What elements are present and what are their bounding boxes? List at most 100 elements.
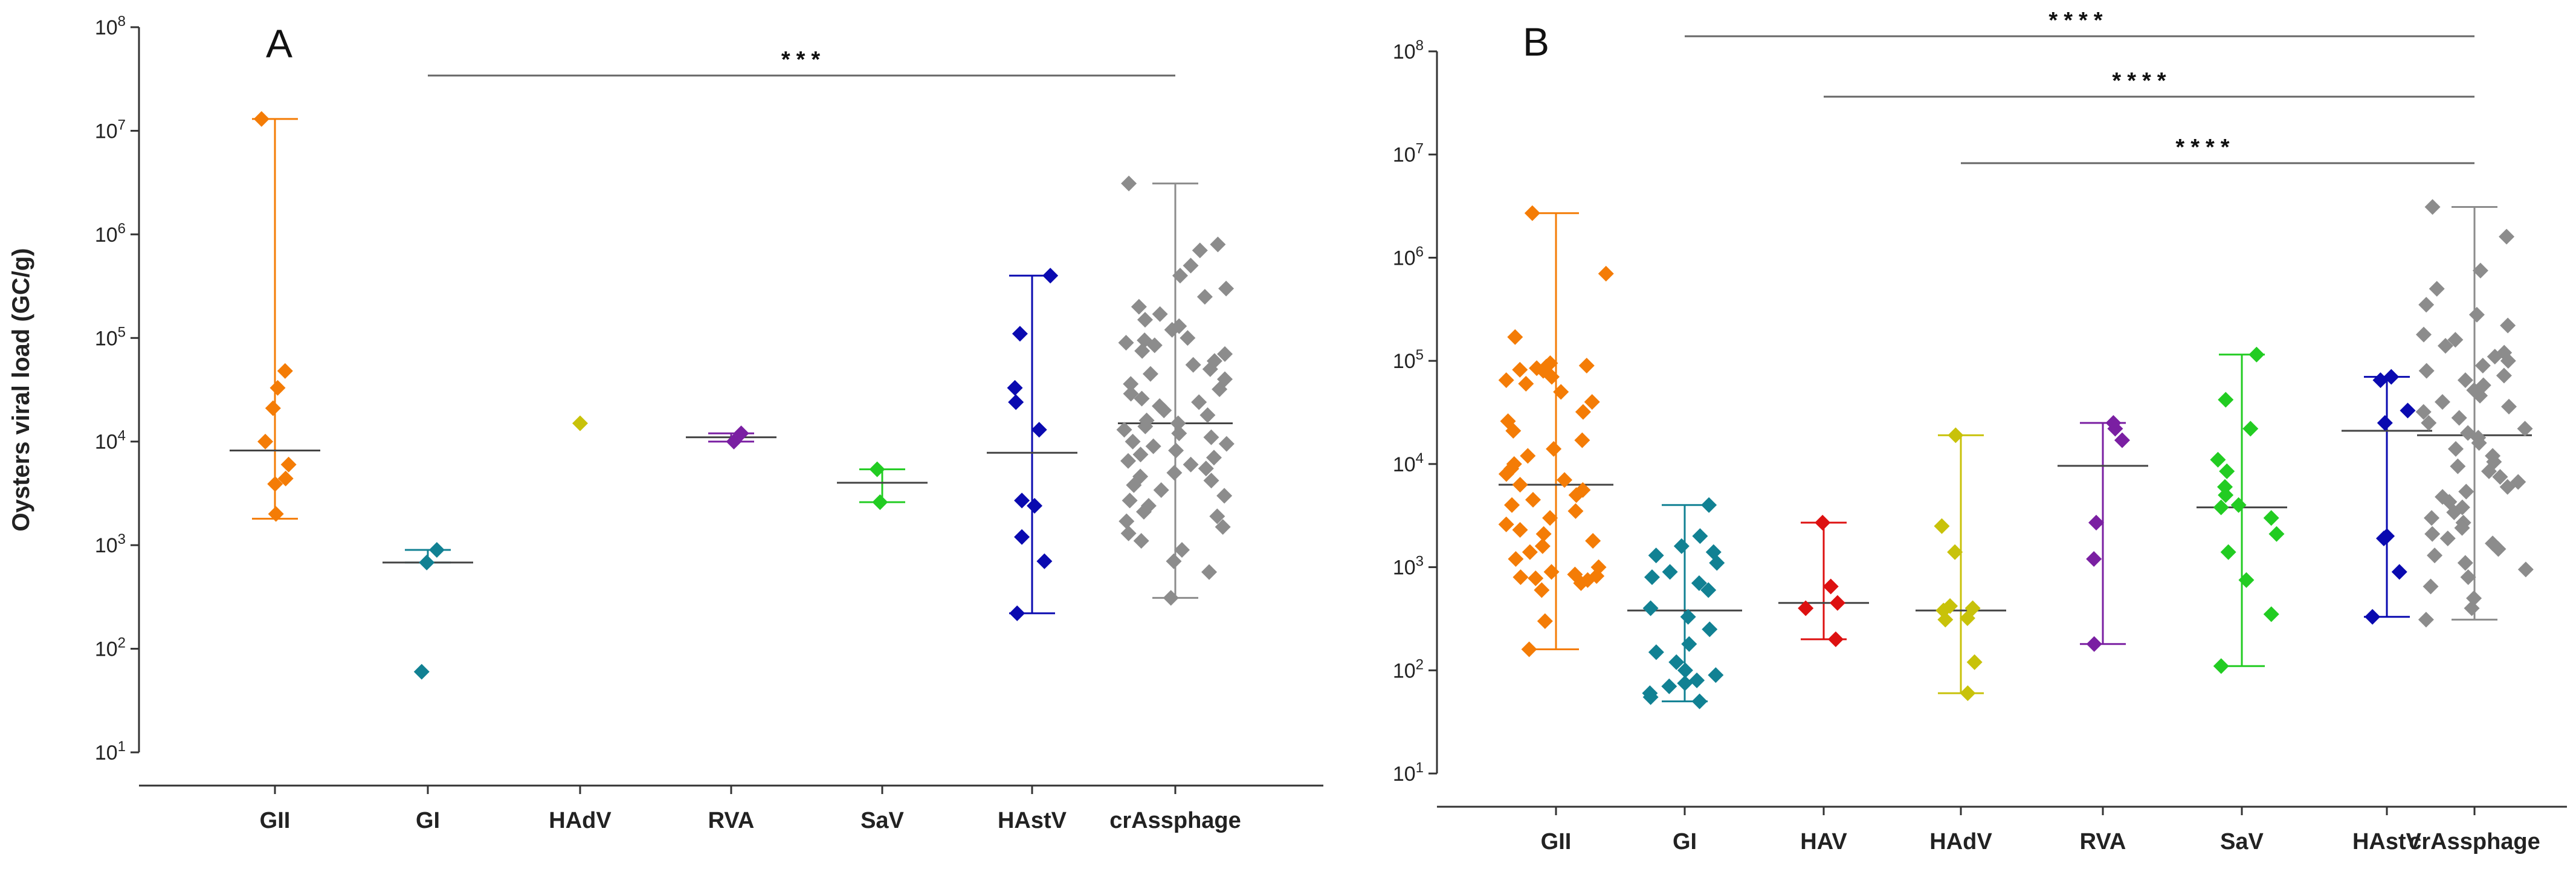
data-point	[1146, 337, 1163, 354]
panel-letter: A	[266, 21, 292, 66]
data-point	[2472, 262, 2488, 279]
data-point	[1171, 425, 1187, 442]
data-point	[2268, 526, 2285, 542]
data-point	[2086, 636, 2102, 652]
data-point	[1142, 366, 1158, 382]
data-point	[1199, 407, 1216, 423]
y-tick-label: 102	[95, 635, 126, 661]
y-tick-label: 105	[95, 324, 126, 350]
data-point	[1644, 569, 1660, 586]
data-point	[2481, 463, 2497, 479]
data-point	[428, 541, 445, 558]
y-tick-label: 107	[95, 117, 126, 143]
data-point	[1537, 613, 1553, 629]
x-tick-label: RVA	[2080, 829, 2126, 854]
data-point	[413, 664, 430, 680]
data-point	[1007, 379, 1023, 396]
data-point	[1166, 553, 1182, 569]
data-point	[1512, 477, 1528, 493]
data-point	[2517, 561, 2534, 578]
data-point	[1120, 525, 1137, 541]
data-point	[2487, 349, 2503, 365]
data-point	[1534, 582, 1550, 598]
data-point	[1520, 448, 1536, 464]
significance-label: ****	[2112, 68, 2172, 94]
data-point	[1535, 526, 1552, 542]
x-tick-label: SaV	[860, 808, 904, 833]
panel-a-plot: 101 102 103 104 105 106 107 108 GII GI HAdV RVA SaV H…	[8, 13, 1323, 833]
data-point	[1134, 343, 1151, 359]
data-point	[1166, 465, 1183, 481]
data-point	[1137, 312, 1153, 328]
data-point	[1185, 357, 1201, 373]
data-point	[1216, 488, 1233, 504]
data-point	[1206, 450, 1222, 466]
data-point	[2376, 530, 2392, 546]
data-point	[1708, 667, 1724, 683]
data-point	[1512, 361, 1528, 378]
data-point	[1135, 503, 1152, 520]
data-point	[1203, 473, 1219, 489]
data-point	[2400, 402, 2416, 419]
data-point	[2218, 392, 2234, 408]
data-point	[1681, 636, 1697, 652]
data-point	[1815, 514, 1831, 531]
x-tick-label: GII	[1541, 829, 1572, 854]
data-point	[2446, 504, 2462, 520]
x-tick-label: crAssphage	[1109, 808, 1241, 833]
data-point	[1584, 394, 1600, 410]
data-point	[2263, 606, 2279, 622]
data-point	[1132, 447, 1149, 463]
y-tick-label: 108	[95, 13, 126, 39]
data-point	[1553, 384, 1569, 400]
data-point	[2418, 363, 2435, 379]
data-point	[1524, 205, 1540, 221]
data-point	[2365, 609, 2381, 625]
data-point	[1183, 456, 1199, 473]
data-point	[869, 461, 885, 477]
data-point	[1163, 590, 1179, 606]
data-point	[1642, 600, 1659, 616]
data-point	[2219, 463, 2235, 479]
data-point	[1191, 394, 1207, 410]
data-point	[1498, 516, 1514, 532]
data-point	[2439, 530, 2456, 546]
data-point	[1700, 582, 1717, 598]
data-point	[2474, 357, 2491, 373]
data-point	[270, 379, 286, 396]
y-tick-label: 106	[95, 221, 126, 247]
data-point	[1217, 346, 1233, 362]
data-point	[1119, 513, 1135, 529]
data-point	[1557, 472, 1573, 488]
data-point	[2220, 544, 2236, 560]
data-point	[1014, 493, 1030, 509]
significance-label: ****	[2175, 135, 2235, 160]
data-point	[1798, 600, 1814, 616]
data-point	[1668, 654, 1685, 670]
data-point	[1692, 528, 1708, 544]
data-point	[1218, 280, 1235, 297]
data-point	[1709, 555, 1725, 571]
data-point	[2447, 441, 2464, 457]
panel-b-plot: 101 102 103 104 105 106 107 108 GII GI HAV HAdV RVA S…	[1393, 8, 2567, 854]
data-point	[1036, 553, 1053, 569]
y-axis-title: Oysters viral load (GC/g)	[8, 248, 34, 531]
data-point	[277, 363, 293, 379]
data-point	[1677, 662, 1693, 679]
data-point	[1031, 422, 1047, 438]
data-point	[1116, 422, 1132, 438]
data-point	[1123, 376, 1139, 392]
y-tick-label: 101	[95, 738, 126, 764]
data-point	[2427, 547, 2443, 564]
x-tick-label: GII	[260, 808, 291, 833]
x-tick-label: RVA	[708, 808, 755, 833]
data-point	[1202, 361, 1218, 377]
data-point	[1133, 533, 1149, 549]
data-point	[1648, 547, 1664, 564]
data-point	[2454, 520, 2470, 536]
data-point	[2437, 338, 2453, 354]
data-point	[1673, 538, 1690, 554]
data-point	[1947, 544, 1963, 560]
data-point	[1156, 402, 1172, 419]
